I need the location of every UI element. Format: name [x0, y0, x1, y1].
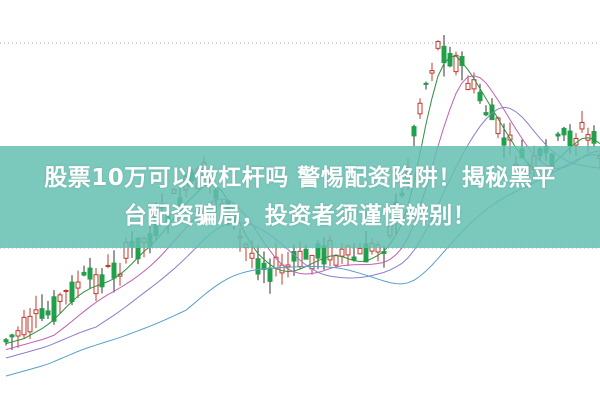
headline-line-1: 股票10万可以做杠杆吗 警惕配资陷阱！揭秘黑平 [44, 165, 556, 191]
candle-body [321, 245, 327, 265]
candle-body [459, 56, 465, 67]
candle-body [105, 264, 111, 267]
candle-body [339, 248, 345, 257]
moving-average-line [5, 75, 600, 351]
candle-body [21, 316, 27, 336]
candle-body [249, 252, 255, 259]
headline-line-2: 台配资骗局，投资者须谨慎辨别！ [123, 203, 477, 229]
headline-banner: 股票10万可以做杠杆吗 警惕配资陷阱！揭秘黑平 台配资骗局，投资者须谨慎辨别！ [0, 146, 600, 248]
candle-body [75, 281, 81, 289]
moving-average-line [5, 106, 600, 359]
candle-body [351, 256, 357, 261]
candle-body [501, 137, 507, 146]
candle-body [453, 54, 459, 73]
candle-body [81, 271, 87, 276]
candle-body [555, 133, 561, 137]
candle-body [357, 247, 363, 255]
candle-body [45, 310, 51, 316]
candle-body [447, 52, 453, 67]
candle-body [33, 309, 39, 315]
candle-body [441, 45, 447, 64]
candle-body [477, 91, 483, 102]
candle-body [483, 112, 489, 116]
candle-body [51, 296, 57, 322]
candle-body [591, 131, 597, 144]
candle-body [63, 290, 69, 293]
candle-body [285, 264, 291, 268]
candle-body [111, 262, 117, 279]
candle-body [303, 248, 309, 260]
candle-body [411, 126, 417, 137]
candle-body [507, 134, 513, 141]
candle-body [429, 70, 435, 74]
candle-body [69, 281, 75, 303]
candle-body [99, 274, 105, 288]
candle-body [423, 82, 429, 85]
candle-body [27, 315, 33, 333]
candle-body [567, 130, 573, 147]
candle-body [417, 102, 423, 115]
candle-body [471, 79, 477, 90]
candle-body [579, 122, 585, 130]
candle-body [93, 274, 99, 295]
candle-body [267, 267, 273, 282]
candle-body [255, 258, 261, 275]
candle-body [9, 334, 15, 338]
candle-body [465, 82, 471, 90]
candle-body [261, 262, 267, 270]
candle-body [57, 294, 63, 302]
candle-body [3, 339, 9, 343]
candle-body [333, 254, 339, 266]
moving-average-line [5, 55, 600, 345]
candle-body [435, 41, 441, 49]
candle-body [561, 127, 567, 136]
candle-body [39, 308, 45, 319]
candle-body [15, 330, 21, 337]
candle-body [87, 267, 93, 280]
